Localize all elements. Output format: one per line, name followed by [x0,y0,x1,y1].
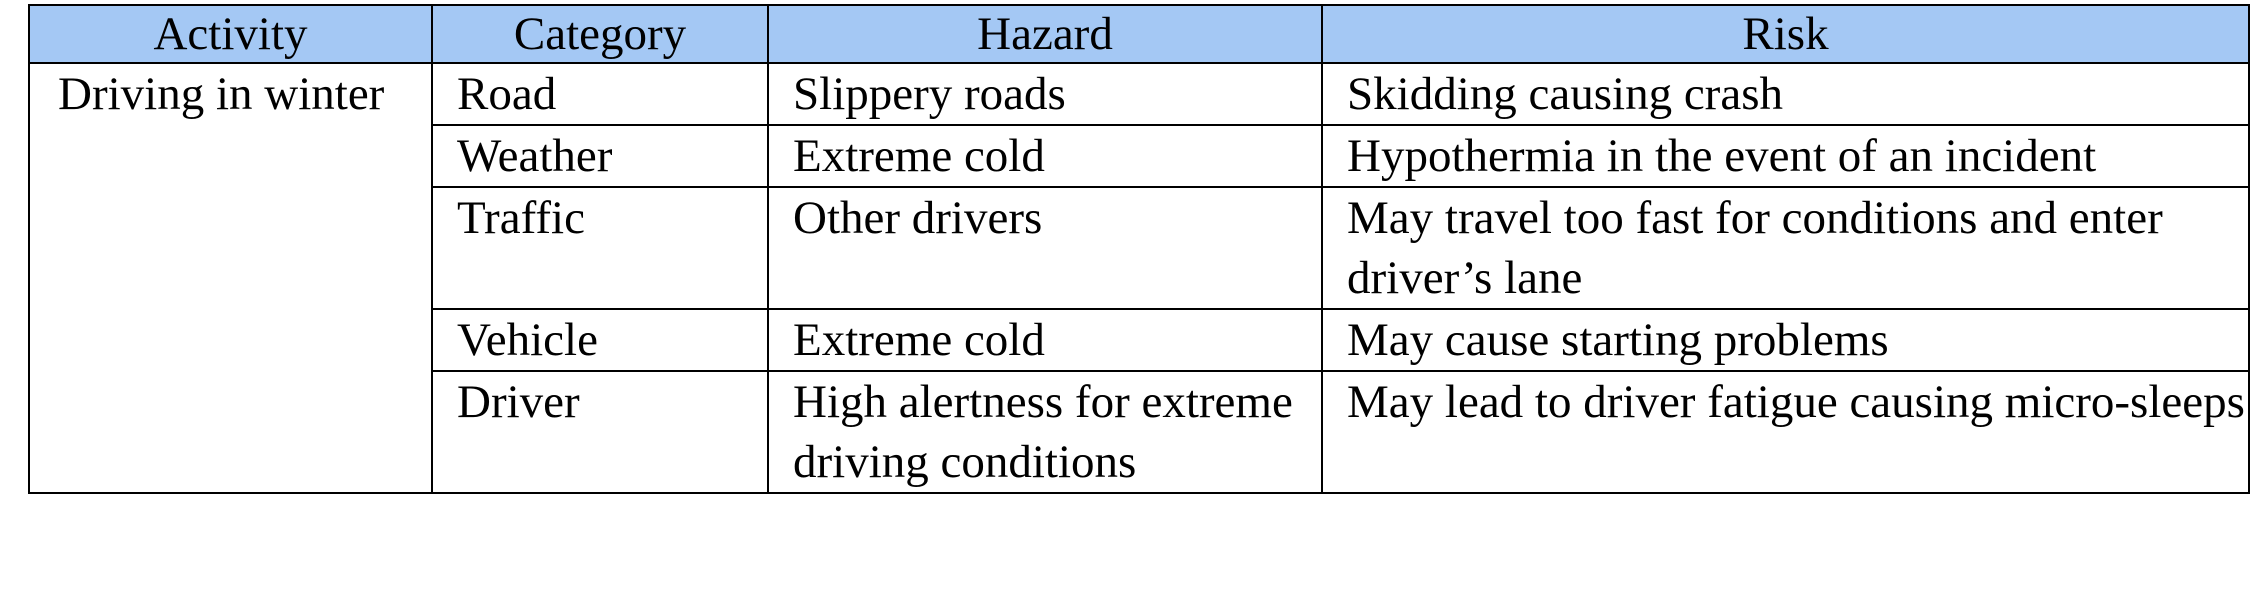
header-row: Activity Category Hazard Risk [28,4,2250,64]
column-header-activity: Activity [28,4,433,64]
category-cell: Vehicle [431,308,769,372]
column-header-risk: Risk [1321,4,2250,64]
hazard-cell: Slippery roads [767,62,1323,126]
risk-cell: Hypothermia in the event of an incident [1321,124,2250,188]
hazard-cell: High alertness for extreme driving condi… [767,370,1323,494]
category-cell: Traffic [431,186,769,310]
table-row: Driving in winter Road Slippery roads Sk… [28,62,2250,494]
table-row: Driver High alertness for extreme drivin… [29,370,2250,494]
table-body: Driving in winter Road Slippery roads Sk… [28,62,2250,494]
category-cell: Weather [431,124,769,188]
risk-assessment-table: Activity Category Hazard Risk Driving in… [28,4,2250,494]
risk-cell: May travel too fast for conditions and e… [1321,186,2250,310]
category-cell: Road [431,62,769,126]
activity-cell: Driving in winter [28,62,433,494]
hazard-cell: Extreme cold [767,124,1323,188]
column-header-category: Category [431,4,769,64]
risk-cell: May lead to driver fatigue causing micro… [1321,370,2250,494]
hazard-cell: Other drivers [767,186,1323,310]
table-row: Weather Extreme cold Hypothermia in the … [29,124,2250,188]
hazard-cell: Extreme cold [767,308,1323,372]
table-row: Vehicle Extreme cold May cause starting … [29,308,2250,372]
column-header-hazard: Hazard [767,4,1323,64]
risk-cell: May cause starting problems [1321,308,2250,372]
table-row: Traffic Other drivers May travel too fas… [29,186,2250,310]
table-header: Activity Category Hazard Risk [28,4,2250,64]
risk-cell: Skidding causing crash [1321,62,2250,126]
category-cell: Driver [431,370,769,494]
